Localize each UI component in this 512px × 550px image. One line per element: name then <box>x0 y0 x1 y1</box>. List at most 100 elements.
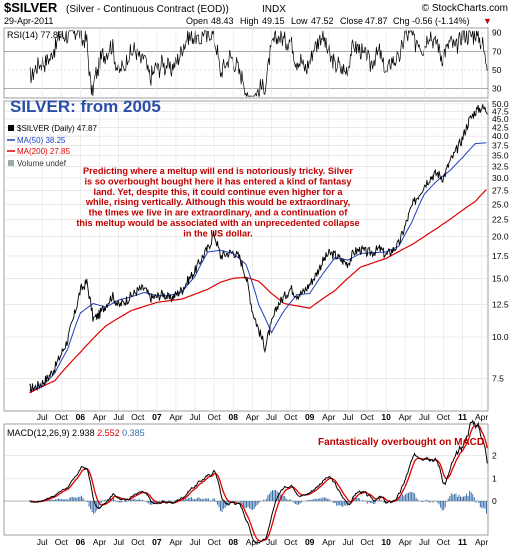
x-tick-label: Oct <box>131 412 145 422</box>
macd-x-tick-label: 08 <box>229 537 239 547</box>
high-value: 49.15 <box>262 16 285 26</box>
ma200-line <box>29 189 487 394</box>
legend-volume: Volume undef <box>17 159 67 168</box>
rsi-last-value: 77.85 <box>41 30 64 40</box>
x-tick-label: Apr <box>322 412 335 422</box>
price-tick-label: 10.0 <box>492 332 509 342</box>
macd-hist-value: 0.385 <box>122 428 145 438</box>
high-label: High <box>240 16 259 26</box>
x-tick-label: 09 <box>305 412 315 422</box>
x-tick-label: Jul <box>342 412 353 422</box>
close-label: Close <box>340 16 363 26</box>
legend-ma200: MA(200) 27.85 <box>17 147 70 156</box>
macd-x-tick-label: Jul <box>266 537 277 547</box>
rsi-frame <box>3 27 489 99</box>
price-tick-label: 50.0 <box>492 99 509 109</box>
price-tick-label: 37.5 <box>492 141 509 151</box>
macd-x-tick-label: Apr <box>93 537 106 547</box>
low-label: Low <box>291 16 308 26</box>
x-tick-label: Jul <box>113 412 124 422</box>
x-tick-label: Jul <box>37 412 48 422</box>
macd-x-axis-labels: Jul Oct 06 Apr Jul Oct 07 Apr Jul Oct 08 Apr Jul Oct 0… <box>37 537 489 547</box>
annotation-line: land. Yet, despite this, it could contin… <box>94 187 344 197</box>
rsi-label: RSI(14) 77.85 <box>7 30 63 40</box>
header-exchange: INDX <box>262 4 286 15</box>
macd-tick-label: 1 <box>492 473 497 483</box>
rsi-tick-label: 30 <box>492 84 502 94</box>
rsi-tick-label: 50 <box>492 65 502 75</box>
rsi-tick-label: 70 <box>492 46 502 56</box>
price-tick-label: 42.5 <box>492 122 509 132</box>
macd-x-tick-label: Apr <box>246 537 259 547</box>
rsi-line <box>29 29 488 98</box>
x-tick-label: Apr <box>475 412 488 422</box>
macd-x-tick-label: Jul <box>342 537 353 547</box>
macd-x-tick-label: Apr <box>322 537 335 547</box>
macd-tick-label: 0 <box>492 496 497 506</box>
x-tick-label: Oct <box>360 412 374 422</box>
rsi-axis: 30 50 70 90 <box>492 28 502 94</box>
chg-label: Chg <box>393 16 410 26</box>
rsi-label-text: RSI(14) <box>7 30 38 40</box>
macd-frame <box>3 423 489 536</box>
macd-x-tick-label: 06 <box>76 537 86 547</box>
legend-ma50-label: MA(50) <box>17 136 44 145</box>
macd-x-tick-label: 09 <box>305 537 315 547</box>
price-line <box>29 104 488 393</box>
x-tick-label: Oct <box>437 412 451 422</box>
header-date: 29-Apr-2011 <box>4 16 53 26</box>
price-tick-label: 17.5 <box>492 251 509 261</box>
macd-x-tick-label: 07 <box>152 537 162 547</box>
x-tick-label: Apr <box>169 412 182 422</box>
annotation-text: Predicting where a meltup will end is no… <box>76 166 359 238</box>
legend-price-label: $SILVER (Daily) <box>17 124 75 133</box>
macd-x-tick-label: Oct <box>284 537 298 547</box>
overlay-title: SILVER: from 2005 <box>10 97 161 116</box>
close-value: 47.87 <box>365 16 388 26</box>
macd-value: 2.938 <box>72 428 95 438</box>
price-tick-label: 47.5 <box>492 106 509 116</box>
price-tick-label: 27.5 <box>492 185 509 195</box>
macd-x-tick-label: Apr <box>169 537 182 547</box>
macd-panel: 0 1 2 MACD(12,26,9) 2.938 2.552 0.385 Fant… <box>3 419 497 547</box>
macd-x-tick-label: Jul <box>37 537 48 547</box>
macd-label: MACD(12,26,9) 2.938 2.552 0.385 <box>7 428 145 438</box>
x-tick-label: Apr <box>246 412 259 422</box>
macd-x-tick-label: Apr <box>399 537 412 547</box>
open-value: 48.43 <box>211 16 234 26</box>
macd-x-tick-label: 11 <box>458 537 467 547</box>
open-label: Open <box>186 16 208 26</box>
macd-x-tick-label: Oct <box>131 537 145 547</box>
price-tick-label: 22.5 <box>492 215 509 225</box>
header-quote: Open 48.43 High 49.15 Low 47.52 Close 47… <box>186 16 492 26</box>
x-tick-label: 10 <box>381 412 391 422</box>
annotation-line: is so overbought bought here it has ente… <box>85 176 353 186</box>
price-legend: $SILVER (Daily) 47.87 MA(50) 38.25 MA(20… <box>7 124 97 168</box>
x-axis-labels: Jul Oct 06 Apr Jul Oct 07 Apr Jul Oct 08 Apr Jul Oct 0… <box>37 412 489 422</box>
x-tick-label: Apr <box>399 412 412 422</box>
price-tick-label: 32.5 <box>492 161 509 171</box>
rsi-tick-label: 90 <box>492 28 502 38</box>
x-tick-label: 11 <box>458 412 467 422</box>
legend-ma50: MA(50) 38.25 <box>17 136 66 145</box>
macd-line <box>29 419 488 544</box>
rsi-grid <box>4 51 488 89</box>
chg-value: -0.56 (-1.14%) <box>412 16 470 26</box>
price-tick-label: 40.0 <box>492 131 509 141</box>
price-tick-label: 7.5 <box>492 374 504 384</box>
legend-price: $SILVER (Daily) 47.87 <box>17 124 97 133</box>
annotation-line: in the US dollar. <box>183 228 252 238</box>
x-tick-label: 08 <box>229 412 239 422</box>
macd-tick-label: 2 <box>492 451 497 461</box>
price-axis: 7.5 10.0 12.5 15.0 17.5 20.0 22.5 25.0 27.5 30.0 3… <box>492 99 509 384</box>
price-tick-label: 25.0 <box>492 199 509 209</box>
rsi-panel: 30 50 70 90 RSI(14) 77.85 <box>3 27 502 99</box>
annotation-line: the times we live in are extraordinary, … <box>89 208 349 218</box>
header-description: (Silver - Continuous Contract (EOD)) <box>66 4 229 15</box>
macd-histogram <box>30 489 487 515</box>
x-tick-label: Oct <box>208 412 222 422</box>
x-tick-label: Jul <box>190 412 201 422</box>
macd-label-text: MACD(12,26,9) <box>7 428 70 438</box>
macd-x-tick-label: Oct <box>208 537 222 547</box>
